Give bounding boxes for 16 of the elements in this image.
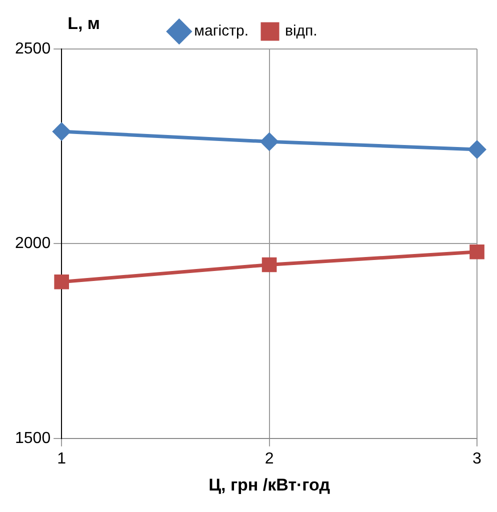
point [52, 122, 70, 140]
x-tick-label: 3 [472, 450, 482, 468]
legend-label: магістр. [194, 22, 249, 40]
y-tick-label: 2500 [15, 40, 51, 58]
x-axis-title: Ц, грн /кВт·год [208, 475, 330, 494]
point [468, 140, 486, 158]
point [54, 274, 69, 290]
legend-label: відп. [284, 22, 318, 40]
point [470, 244, 484, 260]
x-tick-label: 1 [57, 450, 66, 468]
point [262, 257, 277, 272]
y-tick-label: 1500 [15, 430, 51, 447]
y-tick-label: 2000 [15, 235, 51, 252]
point [260, 132, 278, 150]
x-tick-label: 2 [264, 450, 274, 468]
y-axis-title: L, м [68, 14, 100, 34]
